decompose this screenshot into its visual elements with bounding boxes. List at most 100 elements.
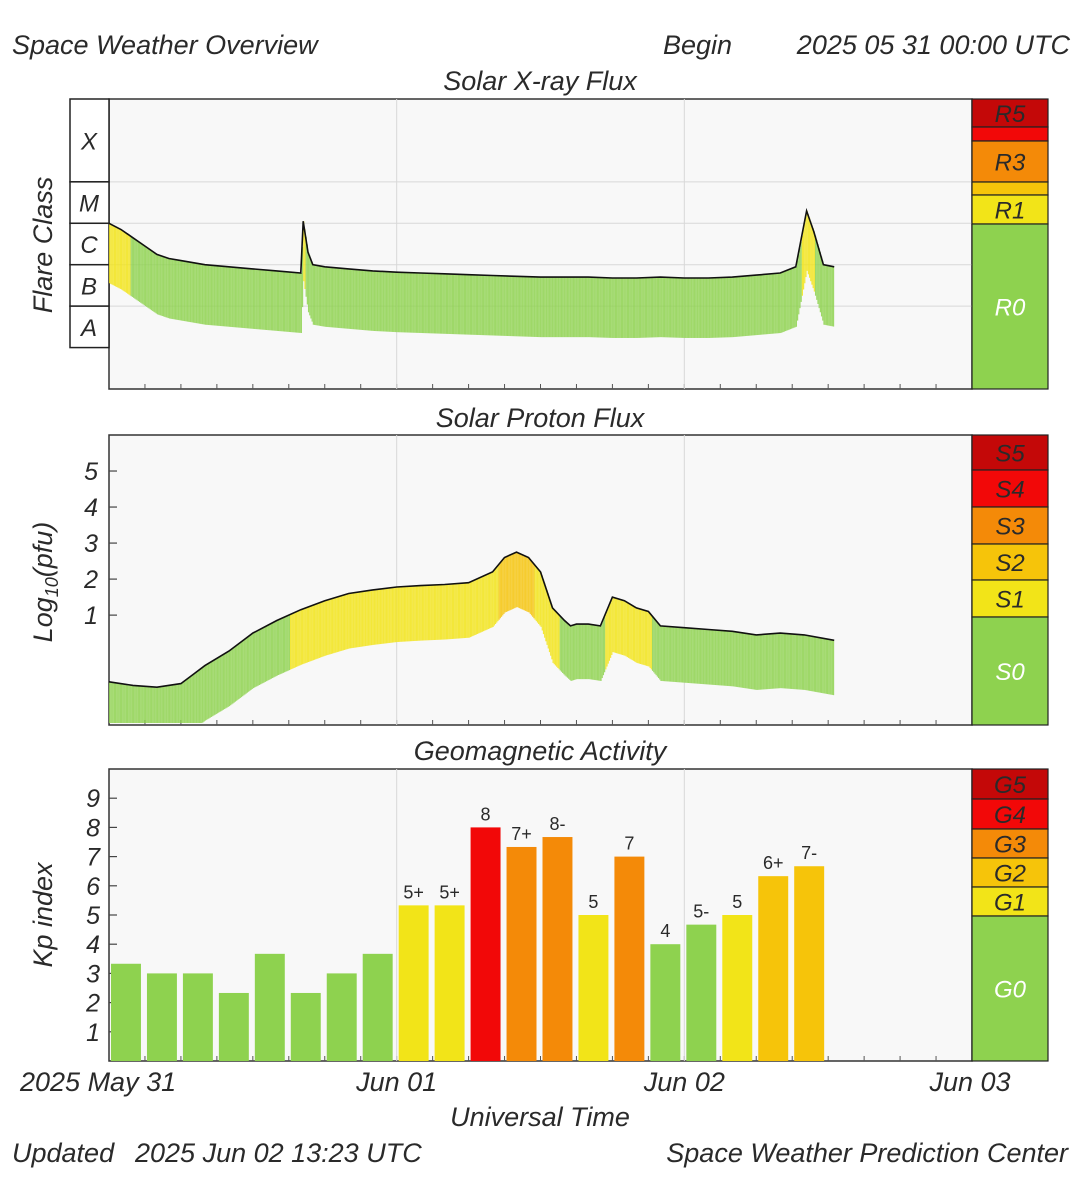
xray-fill-strip	[149, 249, 151, 310]
proton-fill-strip	[825, 638, 827, 694]
proton-fill-strip	[740, 632, 742, 688]
proton-fill-strip	[685, 627, 687, 683]
xray-fill-strip	[612, 277, 614, 338]
kp-g-scale-label-g2: G2	[994, 861, 1026, 888]
proton-fill-strip	[530, 560, 533, 616]
proton-fill-strip	[330, 598, 332, 654]
xray-fill-strip	[411, 272, 413, 333]
xray-fill-strip	[373, 270, 376, 331]
proton-fill-strip	[596, 625, 599, 681]
proton-fill-strip	[635, 607, 637, 663]
proton-fill-strip	[230, 650, 232, 706]
proton-fill-strip	[280, 618, 282, 674]
xray-fill-strip	[406, 272, 408, 333]
xray-fill-strip	[300, 273, 302, 333]
proton-fill-strip	[804, 634, 806, 690]
proton-fill-strip	[439, 584, 442, 640]
proton-fill-strip	[357, 592, 359, 648]
proton-fill-strip	[728, 631, 730, 687]
xray-fill-strip	[569, 277, 571, 338]
proton-fill-strip	[780, 633, 782, 689]
xray-fill-strip	[808, 217, 811, 278]
proton-fill-strip	[201, 668, 203, 723]
proton-fill-strip	[176, 684, 178, 723]
kp-g-scale-level-g4	[971, 798, 1049, 830]
xray-fill-strip	[347, 268, 349, 329]
proton-fill-strip	[580, 624, 582, 680]
proton-fill-strip	[610, 602, 612, 658]
xray-fill-strip	[376, 271, 378, 332]
proton-fill-strip	[438, 584, 440, 640]
proton-fill-strip	[466, 582, 468, 638]
xray-fill-strip	[619, 277, 621, 338]
xray-fill-strip	[264, 269, 267, 330]
xray-fill-strip	[216, 265, 219, 326]
xray-fill-strip	[759, 274, 762, 335]
kp-bar	[362, 953, 393, 1061]
xray-fill-strip	[571, 277, 573, 338]
proton-fill-strip	[285, 616, 287, 672]
proton-fill-strip	[649, 612, 651, 668]
proton-fill-strip	[232, 648, 234, 704]
proton-fill-strip	[789, 633, 792, 689]
proton-fill-strip	[436, 584, 438, 640]
xray-fill-strip	[232, 267, 234, 328]
proton-ylabel-rest: (pfu)	[28, 522, 58, 578]
xray-fill-strip	[563, 277, 565, 338]
proton-fill-strip	[527, 556, 529, 612]
proton-fill-strip	[272, 623, 274, 679]
xray-fill-strip	[310, 258, 312, 319]
xray-fill-strip	[533, 276, 535, 337]
xray-fill-strip	[243, 268, 245, 329]
proton-fill-strip	[172, 684, 174, 723]
xray-fill-strip	[460, 274, 462, 335]
xray-fill-strip	[419, 272, 421, 333]
kp-bar	[722, 915, 753, 1061]
proton-fill-strip	[190, 676, 192, 723]
proton-fill-strip	[122, 683, 124, 723]
proton-fill-strip	[693, 628, 696, 684]
xray-fill-strip	[601, 277, 603, 338]
xray-title: Solar X-ray Flux	[443, 66, 638, 96]
xray-fill-strip	[173, 259, 175, 320]
proton-fill-strip	[394, 587, 396, 643]
proton-fill-strip	[623, 600, 625, 656]
proton-fill-strip	[705, 629, 708, 685]
xray-fill-strip	[130, 236, 132, 297]
xray-fill-strip	[729, 277, 732, 338]
proton-fill-strip	[522, 554, 524, 610]
proton-fill-strip	[120, 683, 123, 723]
proton-fill-strip	[411, 586, 413, 642]
xray-fill-strip	[728, 277, 730, 338]
xray-fill-strip	[536, 277, 539, 338]
proton-fill-strip	[435, 584, 437, 640]
proton-fill-strip	[793, 634, 795, 690]
proton-fill-strip	[311, 605, 313, 661]
proton-fill-strip	[366, 590, 368, 646]
xray-fill-strip	[282, 271, 284, 332]
xray-fill-strip	[749, 275, 751, 336]
time-axis-tick-label: Jun 02	[643, 1067, 725, 1097]
xray-fill-strip	[663, 277, 666, 338]
proton-fill-strip	[306, 607, 308, 663]
proton-fill-strip	[399, 586, 401, 642]
xray-fill-strip	[458, 274, 461, 335]
proton-fill-strip	[154, 686, 156, 723]
xray-fill-strip	[323, 266, 325, 327]
xray-fill-strip	[739, 276, 741, 337]
proton-fill-strip	[447, 584, 449, 640]
xray-fill-strip	[369, 270, 371, 331]
proton-fill-strip	[162, 686, 165, 723]
proton-fill-strip	[442, 584, 444, 640]
xray-fill-strip	[487, 275, 489, 336]
xray-fill-strip	[703, 277, 705, 338]
kp-bar	[758, 876, 789, 1061]
xray-fill-strip	[823, 264, 825, 325]
xray-fill-strip	[118, 228, 120, 289]
xray-flux-line	[108, 207, 835, 279]
xray-fill-strip	[805, 217, 807, 278]
proton-fill-strip	[166, 685, 168, 723]
xray-fill-strip	[539, 277, 541, 338]
xray-fill-strip	[695, 277, 697, 338]
proton-fill-strip	[153, 686, 155, 723]
